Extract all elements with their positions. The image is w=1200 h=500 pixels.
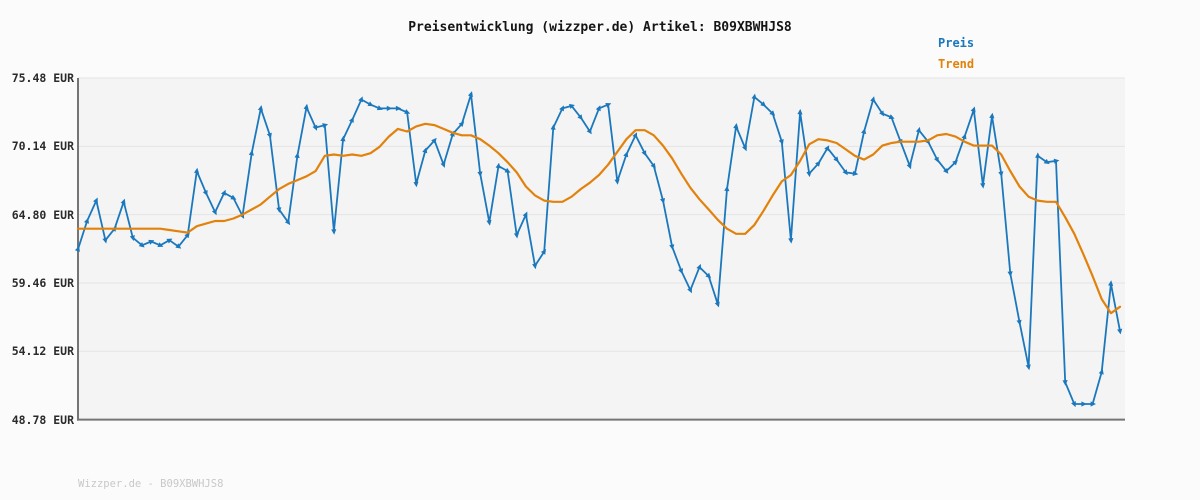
legend: Preis Trend xyxy=(938,37,974,71)
chart-title: Preisentwicklung (wizzper.de) Artikel: B… xyxy=(408,20,792,35)
y-tick-label: 54.12 EUR xyxy=(11,344,74,359)
y-tick-label: 75.48 EUR xyxy=(11,71,74,85)
y-tick-label: 59.46 EUR xyxy=(11,275,74,290)
trend-line xyxy=(76,122,1122,315)
y-tick-label: 48.78 EUR xyxy=(11,412,74,427)
y-tick-label: 70.14 EUR xyxy=(11,139,74,154)
y-tick-label: 64.80 EUR xyxy=(11,207,74,222)
watermark: Wizzper.de - B09XBWHJS8 xyxy=(78,478,224,490)
legend-item-preis: Preis xyxy=(938,36,975,50)
legend-item-trend: Trend xyxy=(938,57,975,71)
